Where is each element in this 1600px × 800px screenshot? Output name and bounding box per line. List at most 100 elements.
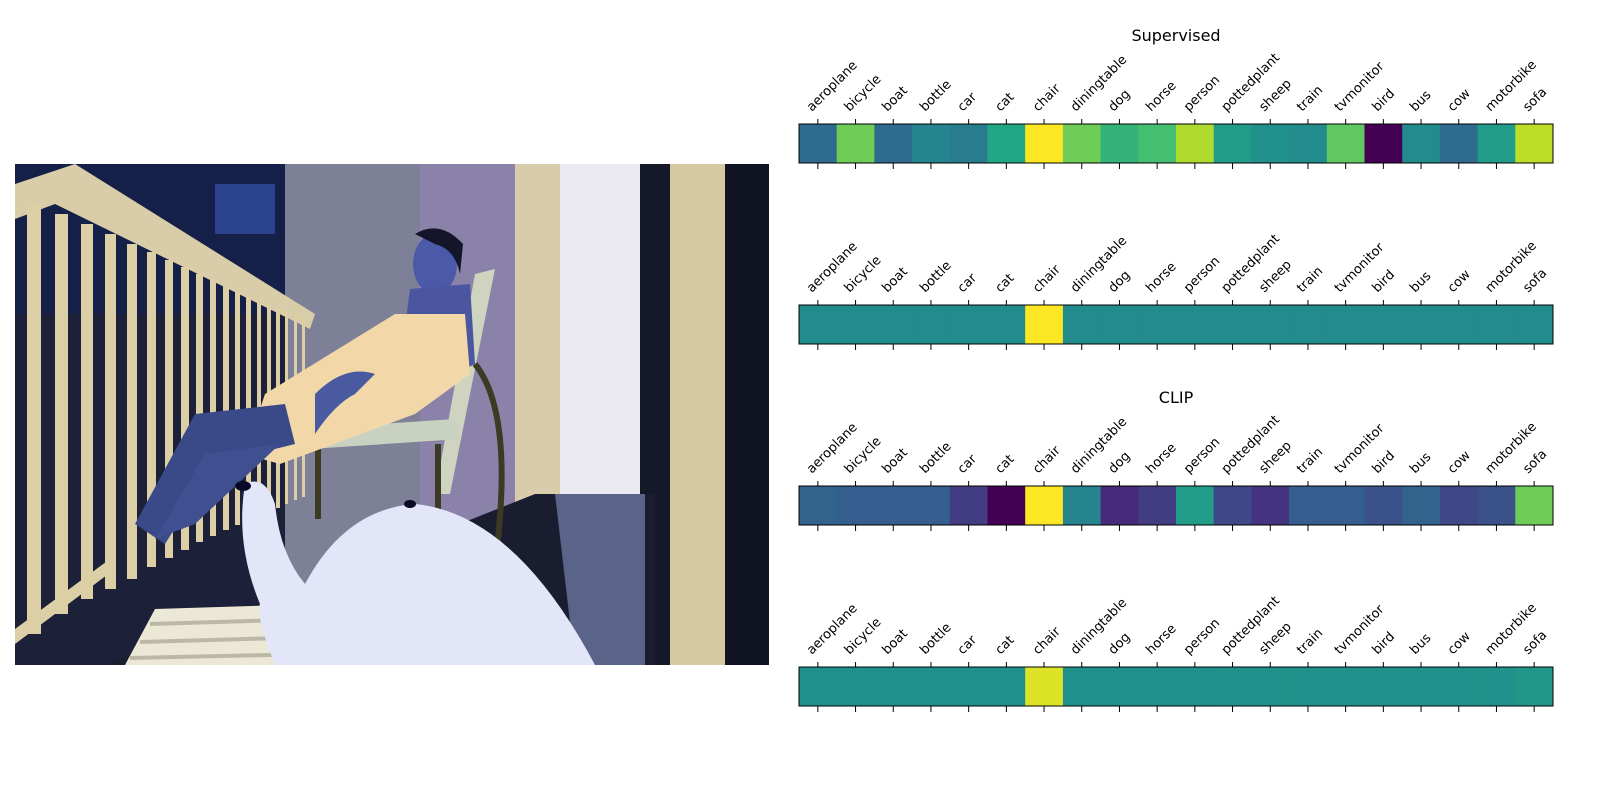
- heatmap-cell-person: [1176, 486, 1215, 525]
- heatmap-cell-car: [949, 486, 988, 525]
- tick-label-boat: boat: [879, 627, 910, 658]
- heatmap-cell-cat: [987, 305, 1026, 344]
- heatmap-cell-cat: [987, 667, 1026, 706]
- heatmap-cell-cow: [1439, 667, 1479, 706]
- tick-label-chair: chair: [1030, 262, 1064, 296]
- heatmap-frame: [798, 485, 1554, 526]
- heatmap-cell-chair: [1025, 667, 1064, 706]
- heatmap-cell-bicycle: [836, 124, 875, 163]
- tick-label-chair: chair: [1030, 443, 1064, 477]
- tick-label-horse: horse: [1143, 441, 1179, 477]
- heatmap-cell-bird: [1364, 305, 1403, 344]
- heatmap-cell-horse: [1138, 667, 1177, 706]
- heatmap-cell-sofa: [1515, 305, 1554, 344]
- tick-label-bottle: bottle: [917, 258, 954, 295]
- heatmap-cell-sofa: [1515, 667, 1554, 706]
- tick-label-dog: dog: [1106, 630, 1134, 658]
- heatmap-cell-diningtable: [1062, 486, 1102, 525]
- tick-label-sheep: sheep: [1256, 76, 1294, 114]
- tick-label-person: person: [1181, 616, 1223, 658]
- heatmap-cell-person: [1176, 667, 1215, 706]
- tick-label-sofa: sofa: [1520, 266, 1550, 296]
- tick-label-horse: horse: [1143, 622, 1179, 658]
- heatmap-cell-diningtable: [1062, 305, 1102, 344]
- heatmap-cell-car: [949, 305, 988, 344]
- panel-title: Supervised: [1131, 26, 1220, 45]
- tick-label-train: train: [1294, 445, 1326, 477]
- tick-label-chair: chair: [1030, 624, 1064, 658]
- heatmap-cell-bicycle: [836, 486, 875, 525]
- heatmap-cell-boat: [874, 667, 913, 706]
- tick-label-bird: bird: [1370, 448, 1398, 476]
- heatmap-cell-tvmonitor: [1326, 124, 1365, 163]
- heatmap-cell-person: [1176, 124, 1215, 163]
- tick-label-person: person: [1181, 435, 1223, 477]
- heatmap-cell-bird: [1364, 667, 1403, 706]
- heatmap-cell-person: [1176, 305, 1215, 344]
- photo-panel: [15, 164, 769, 665]
- tick-label-bus: bus: [1407, 269, 1434, 296]
- tick-label-boat: boat: [879, 265, 910, 296]
- heatmap-cell-horse: [1138, 305, 1177, 344]
- tick-label-dog: dog: [1106, 268, 1134, 296]
- heatmap-frame: [798, 666, 1554, 707]
- heatmap-cell-sheep: [1251, 124, 1290, 163]
- heatmap-cell-cow: [1439, 124, 1479, 163]
- heatmap-cell-bottle: [912, 486, 951, 525]
- heatmap-cell-horse: [1138, 124, 1177, 163]
- tick-label-bottle: bottle: [917, 620, 954, 657]
- tick-label-person: person: [1181, 254, 1223, 296]
- tick-label-sheep: sheep: [1256, 257, 1294, 295]
- tick-label-sofa: sofa: [1520, 628, 1550, 658]
- heatmap-cell-bus: [1402, 124, 1441, 163]
- heatmap-cell-bicycle: [836, 305, 875, 344]
- heatmap-cell-chair: [1025, 124, 1064, 163]
- heatmap-cell-sofa: [1515, 124, 1554, 163]
- tick-label-cow: cow: [1445, 267, 1474, 296]
- heatmap-cell-motorbike: [1477, 305, 1516, 344]
- tick-label-train: train: [1294, 83, 1326, 115]
- tick-label-bus: bus: [1407, 88, 1434, 115]
- heatmap-cell-aeroplane: [799, 305, 838, 344]
- heatmap-cell-cow: [1439, 305, 1479, 344]
- tick-label-bus: bus: [1407, 450, 1434, 477]
- heatmap-cell-motorbike: [1477, 124, 1516, 163]
- tick-label-train: train: [1294, 626, 1326, 658]
- heatmap-cell-boat: [874, 486, 913, 525]
- heatmap-cell-sheep: [1251, 667, 1290, 706]
- tick-label-cow: cow: [1445, 629, 1474, 658]
- heatmap-cell-bottle: [912, 667, 951, 706]
- heatmap-cell-bus: [1402, 486, 1441, 525]
- tick-label-car: car: [955, 270, 981, 296]
- heatmap-cell-motorbike: [1477, 486, 1516, 525]
- heatmap-cell-aeroplane: [799, 667, 838, 706]
- heatmap-cell-dog: [1100, 305, 1139, 344]
- tick-label-car: car: [955, 451, 981, 477]
- heatmap-cell-diningtable: [1062, 667, 1102, 706]
- heatmap-cell-train: [1289, 667, 1328, 706]
- tick-label-sofa: sofa: [1520, 447, 1550, 477]
- heatmap-cell-dog: [1100, 124, 1139, 163]
- tick-label-bird: bird: [1370, 267, 1398, 295]
- heatmap-cell-sofa: [1515, 486, 1554, 525]
- tick-label-cat: cat: [993, 271, 1018, 296]
- heatmap-cell-pottedplant: [1213, 486, 1252, 525]
- heatmap-cell-bus: [1402, 667, 1441, 706]
- heatmap-cell-bus: [1402, 305, 1441, 344]
- heatmap-cell-bottle: [912, 305, 951, 344]
- heatmap-cell-dog: [1100, 486, 1139, 525]
- heatmap-cell-bicycle: [836, 667, 875, 706]
- tick-label-horse: horse: [1143, 260, 1179, 296]
- heatmap-frame: [798, 304, 1554, 345]
- photo-girl-on-balcony-icon: [15, 164, 769, 665]
- tick-label-bird: bird: [1370, 629, 1398, 657]
- heatmap-cell-pottedplant: [1213, 124, 1252, 163]
- heatmap-cell-cow: [1439, 486, 1479, 525]
- heatmap-cell-chair: [1025, 486, 1064, 525]
- heatmap-cell-boat: [874, 124, 913, 163]
- panel-title: CLIP: [1159, 388, 1194, 407]
- heatmap-cell-bottle: [912, 124, 951, 163]
- tick-label-sheep: sheep: [1256, 619, 1294, 657]
